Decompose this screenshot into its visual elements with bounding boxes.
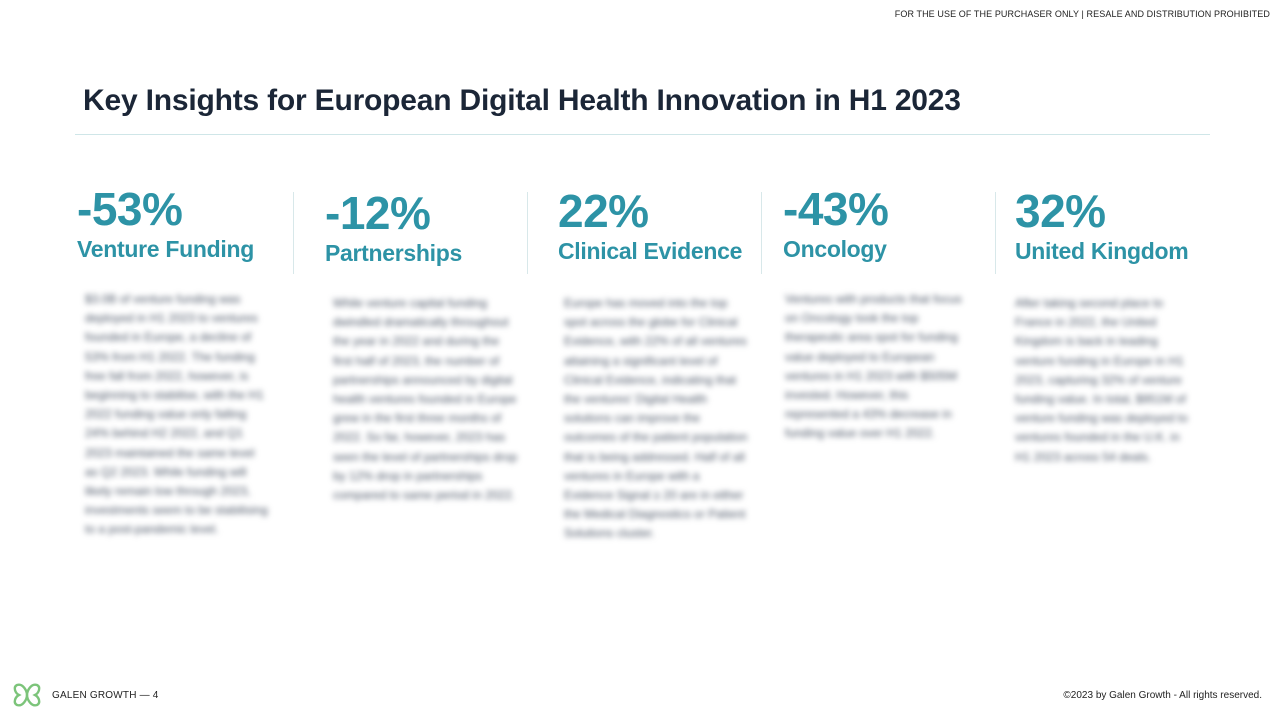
insight-body: After taking second place to France in 2… — [1015, 296, 1188, 464]
footer-brand: GALEN GROWTH — 4 — [52, 690, 159, 701]
insight-label: Clinical Evidence — [558, 238, 743, 264]
insight-oncology: -43% Oncology Ventures with products tha… — [783, 180, 998, 650]
insight-value: 22% — [558, 185, 649, 237]
column-divider — [995, 192, 996, 274]
insight-partnerships: -12% Partnerships While venture capital … — [325, 180, 540, 650]
insight-value: -12% — [325, 187, 431, 239]
insight-body: Ventures with products that focus on Onc… — [785, 292, 962, 441]
insight-clinical-evidence: 22% Clinical Evidence Europe has moved i… — [558, 180, 773, 650]
insight-label: United Kingdom — [1015, 238, 1189, 264]
insight-body: Europe has moved into the top spot acros… — [564, 296, 748, 541]
insight-venture-funding: -53% Venture Funding $3.0B of venture fu… — [77, 180, 292, 650]
column-divider — [527, 192, 528, 274]
insight-value: -43% — [783, 183, 889, 235]
column-divider — [293, 192, 294, 274]
insight-label: Oncology — [783, 236, 887, 262]
insight-value: 32% — [1015, 185, 1106, 237]
insight-value: -53% — [77, 183, 183, 235]
top-disclaimer: FOR THE USE OF THE PURCHASER ONLY | RESA… — [894, 9, 1270, 19]
insight-label: Partnerships — [325, 240, 463, 266]
insight-body: $3.0B of venture funding was deployed in… — [85, 292, 268, 537]
page-title: Key Insights for European Digital Health… — [83, 84, 961, 117]
insight-united-kingdom: 32% United Kingdom After taking second p… — [1015, 180, 1230, 650]
footer-copyright: ©2023 by Galen Growth - All rights reser… — [1063, 690, 1262, 701]
insight-body: While venture capital funding dwindled d… — [333, 296, 518, 503]
galen-growth-logo-icon — [13, 683, 41, 707]
insight-label: Venture Funding — [77, 236, 254, 262]
column-divider — [761, 192, 762, 274]
title-divider — [75, 134, 1210, 135]
